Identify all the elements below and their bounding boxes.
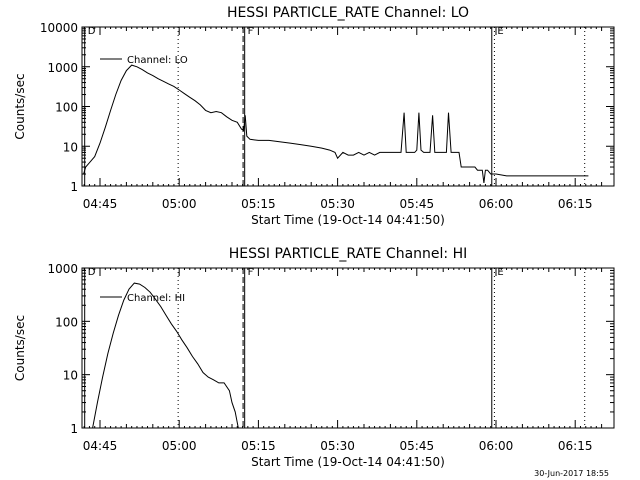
legend-entry: Channel: LO [127, 55, 188, 66]
x-tick-label: 04:45 [83, 439, 118, 453]
footer-timestamp: 30-Jun-2017 18:55 [534, 469, 609, 478]
x-tick-label: 06:15 [558, 439, 593, 453]
x-axis-label: Start Time (19-Oct-14 04:41:50) [251, 213, 445, 227]
marker-label-F: F [248, 26, 254, 37]
y-tick-label: 1 [70, 422, 78, 436]
chart-panel-0: HESSI PARTICLE_RATE Channel: LO D F E 1 10 100… [13, 5, 615, 227]
x-tick-label: 05:45 [400, 439, 435, 453]
chart-title: HESSI PARTICLE_RATE Channel: HI [229, 246, 467, 262]
plot-frame [81, 26, 615, 187]
chart-panel-1: HESSI PARTICLE_RATE Channel: HI D F E 1 10 100… [13, 246, 615, 469]
y-axis-label: Counts/sec [13, 73, 27, 139]
marker-label-D: D [88, 26, 96, 37]
x-tick-label: 06:15 [558, 197, 593, 211]
x-tick-label: 05:30 [320, 439, 355, 453]
legend-entry: Channel: HI [127, 293, 185, 304]
x-tick-label: 06:00 [479, 439, 514, 453]
y-axis-label: Counts/sec [13, 315, 27, 381]
x-tick-label: 05:45 [400, 197, 435, 211]
y-tick-label: 1 [70, 180, 78, 194]
x-tick-label: 05:15 [241, 439, 276, 453]
plot-frame [81, 267, 615, 429]
series-line-0 [83, 64, 589, 183]
marker-label-F: F [248, 267, 254, 278]
x-tick-label: 05:15 [241, 197, 276, 211]
chart-title: HESSI PARTICLE_RATE Channel: LO [227, 5, 469, 21]
y-tick-label: 1000 [47, 262, 78, 276]
marker-label-E: E [497, 26, 503, 37]
y-tick-label: 1000 [47, 61, 78, 75]
x-tick-label: 05:00 [162, 439, 197, 453]
x-axis-label: Start Time (19-Oct-14 04:41:50) [251, 455, 445, 469]
y-tick-label: 10000 [40, 21, 78, 35]
y-tick-label: 100 [55, 101, 78, 115]
y-tick-label: 10 [63, 369, 78, 383]
x-tick-label: 04:45 [83, 197, 118, 211]
marker-label-E: E [497, 267, 503, 278]
y-tick-label: 10 [63, 140, 78, 154]
x-tick-label: 05:00 [162, 197, 197, 211]
series-line-0 [92, 282, 239, 428]
y-tick-label: 100 [55, 315, 78, 329]
x-tick-label: 05:30 [320, 197, 355, 211]
marker-label-D: D [88, 267, 96, 278]
x-tick-label: 06:00 [479, 197, 514, 211]
